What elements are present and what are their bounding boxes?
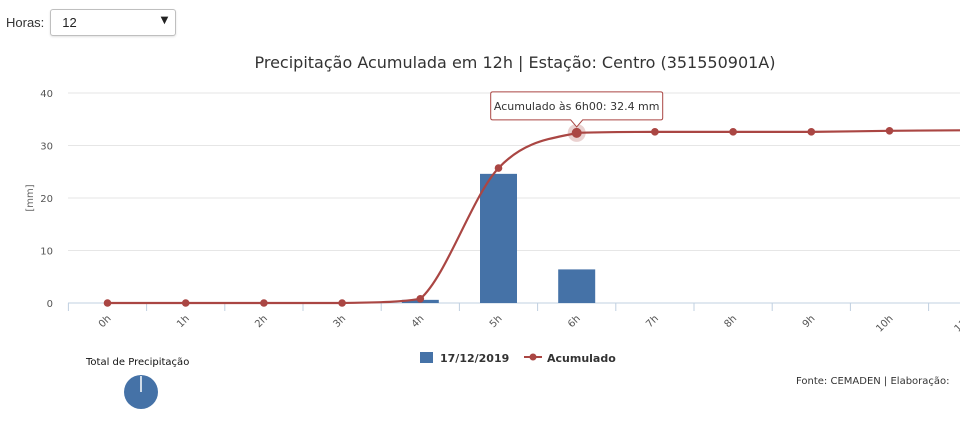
tooltip-box (490, 91, 664, 128)
y-tick-label: 0 (47, 299, 53, 310)
y-tick-layer: 0 10 20 30 40 (40, 89, 53, 310)
x-tick-label: 5h (488, 313, 505, 330)
accumulated-line (107, 129, 960, 305)
bar (558, 269, 596, 303)
x-tick-label: 1h (175, 313, 192, 330)
legend-label-line[interactable]: Acumulado (547, 352, 616, 365)
x-tick-label: 3h (331, 313, 348, 330)
chevron-down-icon: ▼ (160, 15, 169, 26)
y-tick-label: 10 (40, 247, 53, 258)
bar-layer (401, 173, 596, 303)
line-point (103, 299, 112, 307)
line-layer (103, 123, 960, 307)
x-tick-label: 11h (953, 313, 960, 334)
source-text: Fonte: CEMADEN | Elaboração: (796, 376, 950, 387)
line-point (807, 128, 816, 136)
x-tick-label: 0h (97, 313, 114, 330)
x-tick-label: 4h (410, 313, 427, 330)
line-point (494, 164, 503, 172)
tooltip-text: Acumulado às 6h00: 32.4 mm (494, 100, 660, 113)
line-point (416, 295, 425, 303)
legend-swatch-bars (420, 352, 433, 363)
x-tick-label: 9h (801, 313, 818, 330)
line-point (338, 299, 346, 307)
y-tick-label: 40 (40, 89, 53, 100)
y-tick-label: 20 (40, 194, 53, 205)
line-point (729, 128, 737, 136)
x-tick-label: 2h (253, 313, 270, 330)
line-point (885, 127, 894, 135)
x-tick-label: 8h (722, 313, 739, 330)
legend-label-bars[interactable]: 17/12/2019 (440, 352, 509, 365)
hours-label: Horas: (6, 15, 45, 30)
total-precipitation-label: Total de Precipitação (86, 357, 190, 368)
line-point (181, 299, 190, 307)
line-point (571, 127, 582, 138)
line-point (260, 299, 268, 307)
x-axis-layer: 0h 1h 2h 3h 4h 5h 6h 7h 8h 9h 10h 11h (67, 303, 960, 335)
x-tick-label: 10h (874, 313, 895, 334)
line-point (651, 128, 659, 136)
y-axis-title: [mm] (25, 184, 36, 211)
tooltip: Acumulado às 6h00: 32.4 mm (490, 91, 664, 128)
hours-select-value: 12 (62, 15, 77, 30)
legend-marker-line (529, 353, 537, 361)
total-pie (124, 375, 158, 409)
y-tick-label: 30 (40, 142, 53, 153)
x-tick-label: 7h (644, 313, 661, 330)
chart-title: Precipitação Acumulada em 12h | Estação:… (254, 53, 775, 72)
hours-control: Horas: 12 ▼ (6, 9, 177, 36)
x-tick-label: 6h (566, 313, 583, 330)
legend: 17/12/2019 Acumulado (420, 352, 616, 365)
bar (480, 173, 517, 303)
hours-select[interactable]: 12 ▼ (50, 9, 177, 36)
